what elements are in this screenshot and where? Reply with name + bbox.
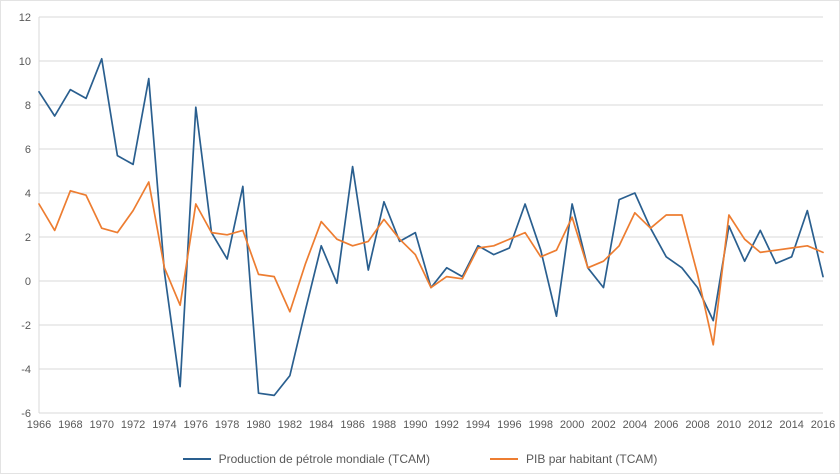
svg-text:1984: 1984 [309,419,333,431]
svg-text:-6: -6 [21,408,31,420]
svg-text:2: 2 [25,232,31,244]
svg-text:1998: 1998 [529,419,553,431]
legend-label-gdp-per-capita: PIB par habitant (TCAM) [526,452,658,466]
svg-text:2008: 2008 [685,419,709,431]
svg-text:1974: 1974 [152,419,176,431]
chart-legend: Production de pétrole mondiale (TCAM) PI… [1,452,839,466]
svg-text:2014: 2014 [779,419,803,431]
svg-text:-4: -4 [21,364,31,376]
svg-text:2000: 2000 [560,419,584,431]
legend-line-sample-oil-production [182,458,211,460]
svg-text:2016: 2016 [811,419,835,431]
svg-text:1966: 1966 [27,419,51,431]
svg-text:0: 0 [25,276,31,288]
svg-text:6: 6 [25,144,31,156]
svg-text:1970: 1970 [89,419,113,431]
legend-line-sample-gdp-per-capita [490,458,519,460]
svg-text:1976: 1976 [184,419,208,431]
svg-text:4: 4 [25,188,31,200]
svg-text:2002: 2002 [591,419,615,431]
svg-text:10: 10 [19,56,31,68]
svg-text:1990: 1990 [403,419,427,431]
svg-text:1996: 1996 [497,419,521,431]
svg-text:1980: 1980 [246,419,270,431]
svg-text:1978: 1978 [215,419,239,431]
svg-text:-2: -2 [21,320,31,332]
svg-text:2012: 2012 [748,419,772,431]
svg-text:2006: 2006 [654,419,678,431]
svg-text:1994: 1994 [466,419,490,431]
svg-text:1972: 1972 [121,419,145,431]
svg-text:1992: 1992 [434,419,458,431]
legend-label-oil-production: Production de pétrole mondiale (TCAM) [218,452,431,466]
legend-item-oil-production: Production de pétrole mondiale (TCAM) [182,452,431,466]
svg-text:1982: 1982 [278,419,302,431]
legend-item-gdp-per-capita: PIB par habitant (TCAM) [490,452,657,466]
svg-text:1968: 1968 [58,419,82,431]
svg-text:1988: 1988 [372,419,396,431]
svg-text:1986: 1986 [340,419,364,431]
svg-text:2004: 2004 [623,419,647,431]
svg-text:2010: 2010 [717,419,741,431]
svg-text:8: 8 [25,100,31,112]
svg-text:12: 12 [19,12,31,24]
